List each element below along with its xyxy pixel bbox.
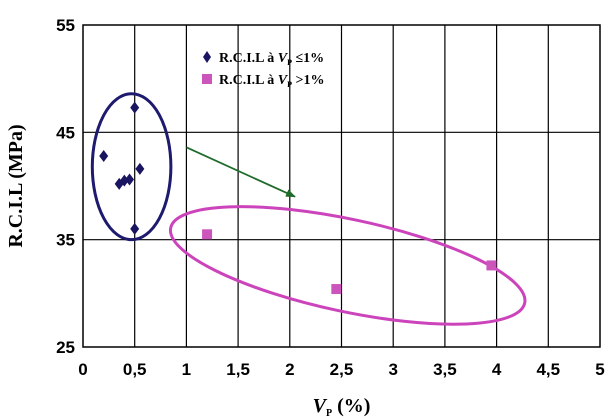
y-axis-ticks: 25 35 45 55 — [56, 16, 75, 357]
data-point-square — [202, 229, 213, 240]
trend-arrow — [186, 146, 296, 198]
y-tick-label: 55 — [56, 16, 75, 35]
x-tick-label: 4,5 — [536, 360, 560, 379]
legend: R.C.I.L à VP ≤1% R.C.I.L à VP >1% — [202, 51, 324, 89]
axis-titles: R.C.I.L (MPa) VP (%) — [5, 124, 370, 418]
data-point-diamond — [130, 101, 140, 114]
x-tick-label: 5 — [595, 360, 604, 379]
data-point-diamond — [99, 149, 109, 162]
y-tick-label: 25 — [56, 338, 75, 357]
x-tick-label: 4 — [492, 360, 502, 379]
x-tick-label: 3,5 — [433, 360, 457, 379]
data-point-diamond — [130, 222, 140, 235]
grid-lines — [83, 25, 600, 347]
data-points — [99, 101, 497, 295]
x-tick-label: 1 — [182, 360, 191, 379]
x-tick-label: 0,5 — [123, 360, 147, 379]
legend-label: R.C.I.L à VP ≤1% — [219, 51, 324, 67]
data-point-diamond — [135, 162, 145, 175]
data-point-square — [486, 260, 497, 271]
x-tick-label: 2,5 — [330, 360, 354, 379]
x-tick-label: 1,5 — [226, 360, 250, 379]
cluster-ellipse — [168, 205, 527, 326]
y-tick-label: 35 — [56, 231, 75, 250]
x-tick-label: 3 — [388, 360, 397, 379]
legend-label: R.C.I.L à VP >1% — [219, 73, 324, 89]
data-point-diamond — [125, 173, 135, 186]
x-tick-label: 0 — [78, 360, 87, 379]
x-axis-ticks: 0 0,5 1 1,5 2 2,5 3 3,5 4 4,5 5 — [78, 360, 604, 379]
x-tick-label: 2 — [285, 360, 294, 379]
y-axis-title: R.C.I.L (MPa) — [5, 124, 27, 247]
data-point-square — [331, 284, 342, 295]
annotations — [90, 92, 527, 326]
x-axis-title: VP (%) — [313, 395, 371, 418]
y-tick-label: 45 — [56, 123, 75, 142]
cluster-ellipse — [90, 92, 173, 242]
plot-area — [82, 24, 601, 348]
legend-marker-square — [202, 74, 212, 84]
legend-marker-diamond — [203, 51, 211, 63]
